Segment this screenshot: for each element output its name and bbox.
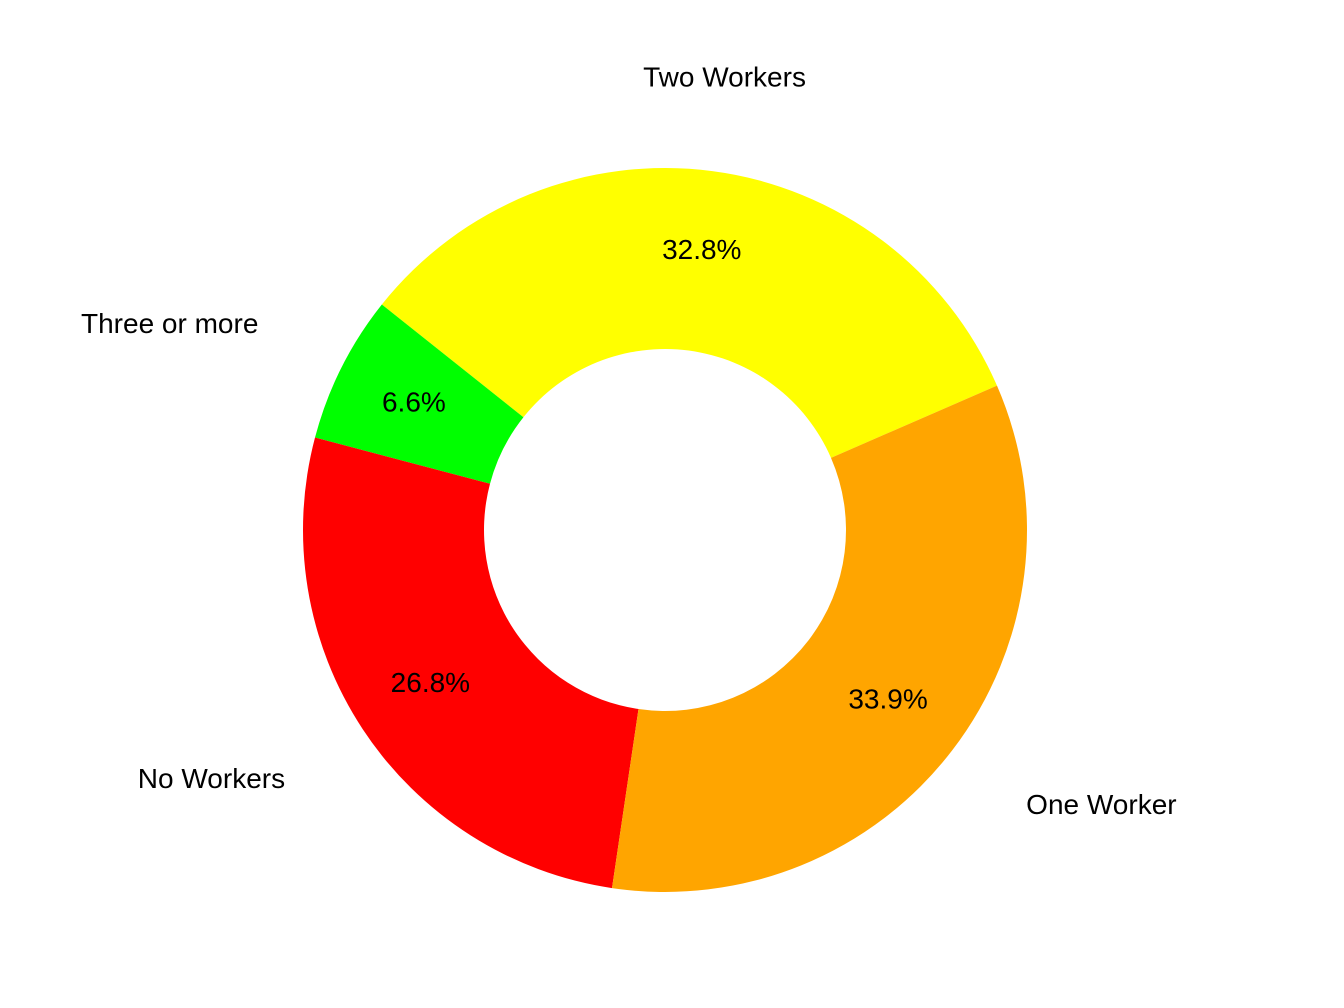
percent-label: 6.6%	[382, 386, 446, 417]
percent-label: 32.8%	[662, 234, 741, 265]
slice-one-worker	[612, 385, 1028, 892]
slice-three-or-more	[315, 304, 524, 484]
category-label: One Worker	[1026, 789, 1176, 820]
slice-two-workers	[381, 168, 997, 458]
slice-no-workers	[302, 437, 639, 889]
category-label: Three or more	[81, 308, 258, 339]
percent-label: 26.8%	[391, 667, 470, 698]
category-label: Two Workers	[643, 61, 806, 92]
category-label: No Workers	[138, 763, 285, 794]
percent-label: 33.9%	[848, 683, 927, 714]
